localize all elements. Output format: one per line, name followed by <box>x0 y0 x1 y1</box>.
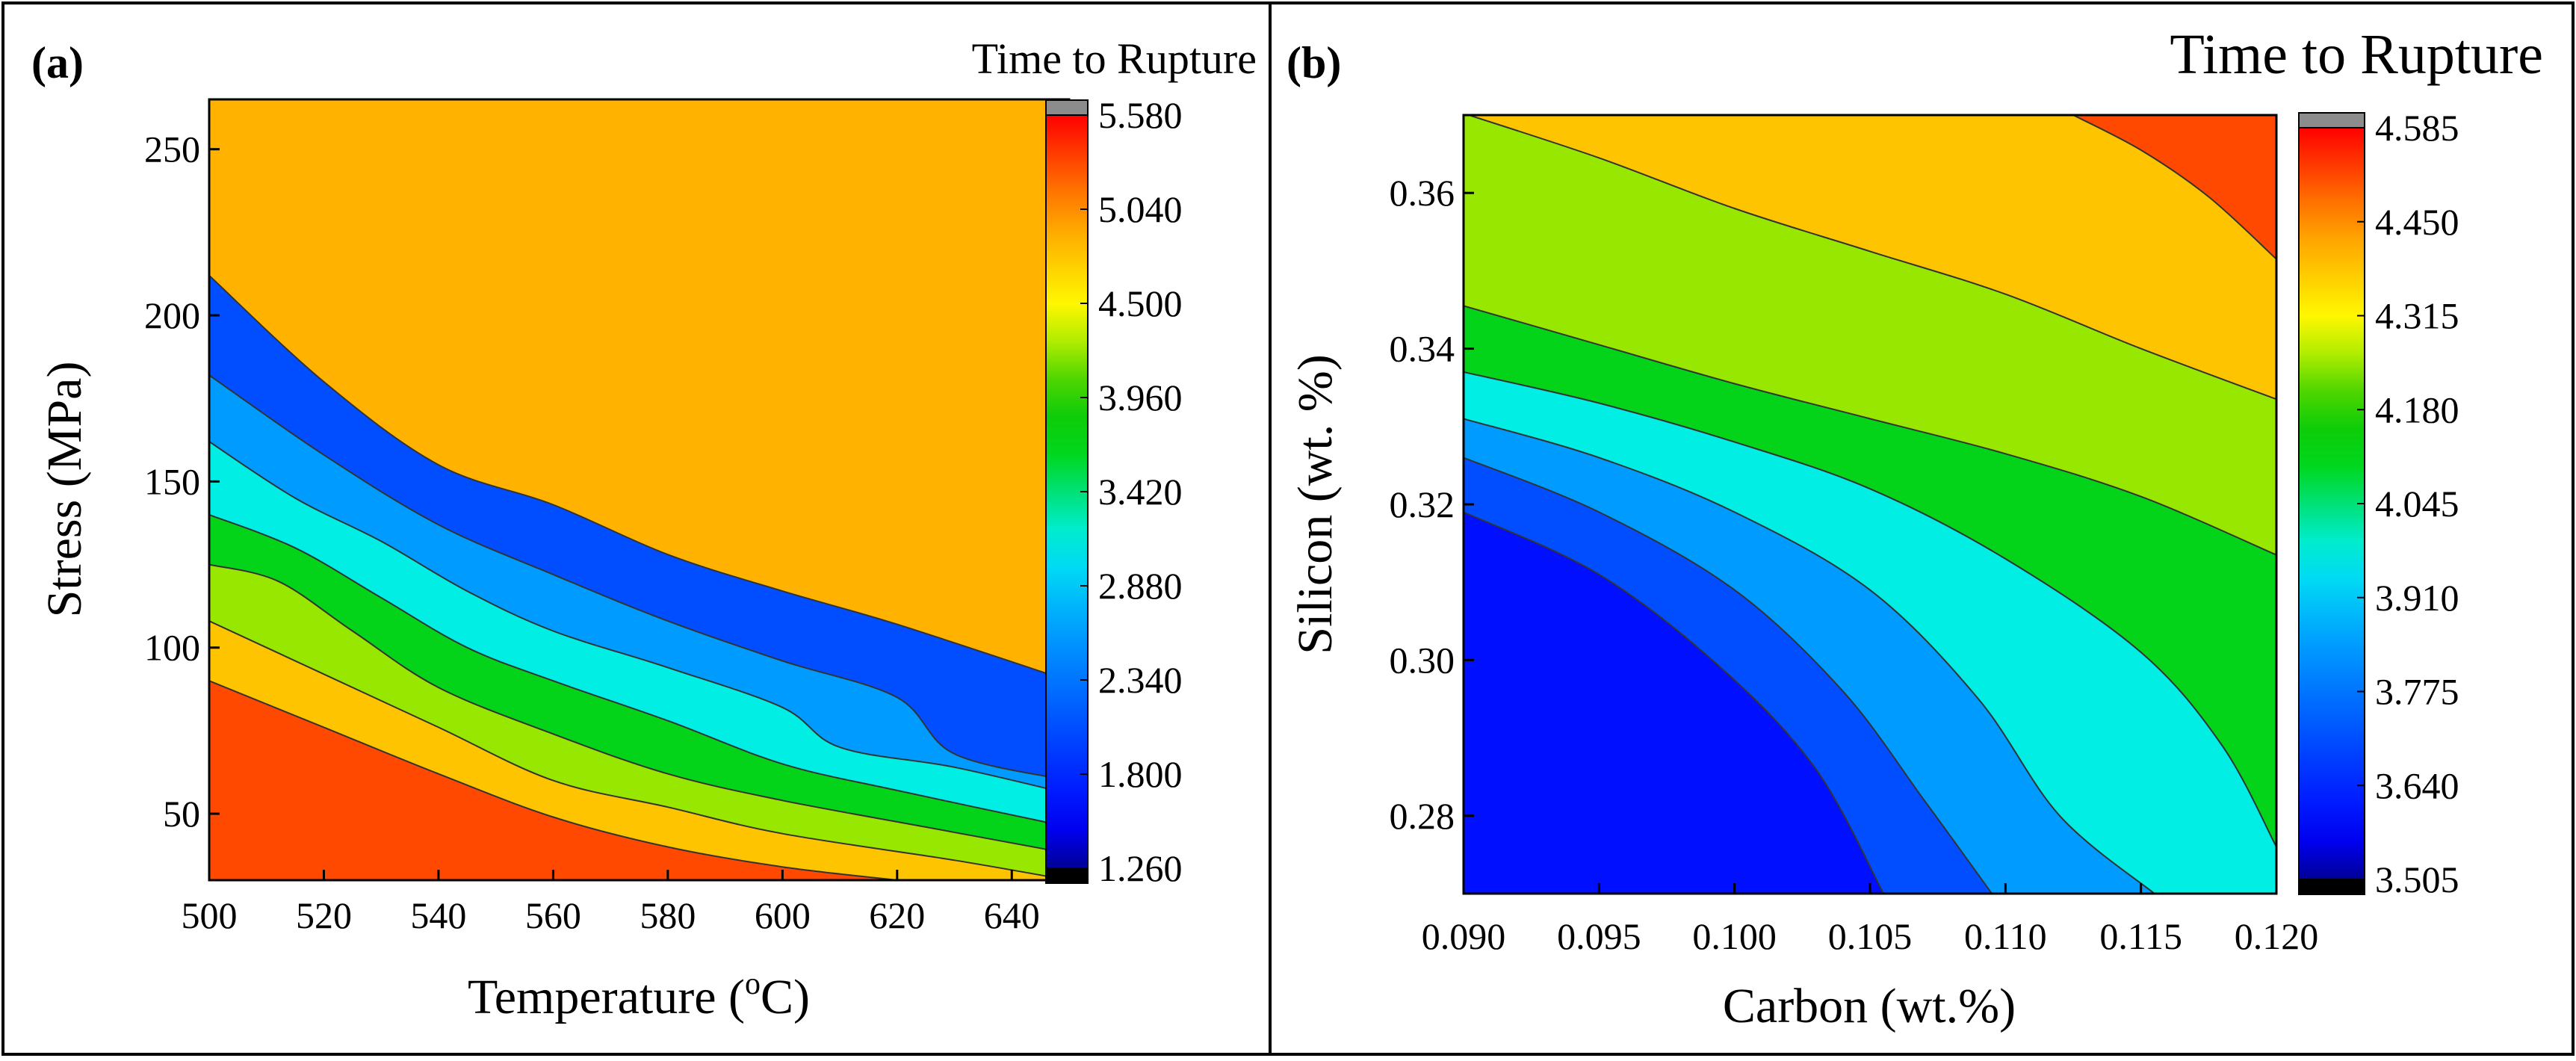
heat-band <box>1469 115 2276 400</box>
colorbar-tick-label: 3.640 <box>2375 764 2459 806</box>
contour-line <box>1464 418 2155 894</box>
colorbar-tick-label: 5.040 <box>1098 188 1183 230</box>
y-tick-label: 0.30 <box>1390 639 1455 681</box>
y-tick-label: 200 <box>144 294 200 336</box>
y-tick-label: 0.34 <box>1390 328 1455 370</box>
colorbar-tick-label: 4.450 <box>2375 201 2459 243</box>
panel-a-colorbar-under <box>1045 867 1089 884</box>
panel-a-y-axis-label: Stress (MPa) <box>37 362 92 618</box>
x-tick-label: 0.095 <box>1557 915 1641 957</box>
contour-line <box>209 513 1069 828</box>
x-tick-label: 560 <box>525 894 581 936</box>
colorbar-tick-label: 5.580 <box>1098 94 1183 136</box>
x-tick-label: 640 <box>984 894 1040 936</box>
y-tick-label: 0.28 <box>1390 795 1455 837</box>
y-tick-label: 0.32 <box>1390 483 1455 525</box>
x-tick-label: 520 <box>296 894 352 936</box>
heat-band <box>209 681 897 880</box>
contour-line <box>1464 371 2276 847</box>
x-tick-label: 0.120 <box>2235 915 2319 957</box>
x-tick-label: 0.090 <box>1422 915 1506 957</box>
panel-a-label: (a) <box>31 38 84 87</box>
colorbar-tick-label: 3.910 <box>2375 577 2459 619</box>
contour-line <box>1464 511 1884 894</box>
x-tick-label: 580 <box>640 894 696 936</box>
contour-line <box>209 274 1069 682</box>
contour-line <box>209 441 1069 795</box>
colorbar-tick-label: 3.775 <box>2375 671 2459 713</box>
panel-a: (a) Time to Rupture 500 520 540 560 580 600 62… <box>31 34 1257 1024</box>
panel-a-colorbar: 1.260 1.800 2.340 2.880 3.420 3.960 4.500 5.040… <box>1045 94 1183 889</box>
panel-b-heatmap <box>1464 115 2276 894</box>
x-tick-label: 500 <box>182 894 238 936</box>
panel-b-x-axis-label: Carbon (wt.%) <box>1723 979 2016 1033</box>
x-tick-label: 0.100 <box>1692 915 1777 957</box>
panel-a-heatmap <box>209 99 1069 880</box>
y-tick-label: 250 <box>144 129 200 170</box>
colorbar-tick-label: 4.180 <box>2375 389 2459 430</box>
colorbar-tick-label: 3.505 <box>2375 859 2459 900</box>
contour-line <box>209 563 1069 855</box>
x-tick-label: 0.115 <box>2099 915 2182 957</box>
panel-a-colorbar-over <box>1045 99 1089 116</box>
panel-a-x-axis-label: Temperature (oC) <box>468 967 810 1024</box>
contour-line <box>209 680 897 880</box>
x-tick-label: 620 <box>869 894 925 936</box>
colorbar-tick-label: 2.340 <box>1098 659 1183 701</box>
panel-b: (b) Time to Rupture 0.090 0.095 0.100 0.105… <box>1287 23 2543 1033</box>
contour-line <box>1464 305 2276 556</box>
colorbar-tick-label: 4.315 <box>2375 295 2459 337</box>
panel-b-colorbar-gradient <box>2298 127 2365 880</box>
colorbar-tick-label: 4.585 <box>2375 107 2459 149</box>
y-tick-label: 100 <box>144 627 200 669</box>
colorbar-tick-label: 2.880 <box>1098 565 1183 607</box>
panel-b-y-axis-label: Silicon (wt. %) <box>1288 354 1343 654</box>
colorbar-tick-label: 3.420 <box>1098 471 1183 513</box>
x-tick-label: 0.105 <box>1828 915 1913 957</box>
heat-band <box>2073 115 2276 259</box>
panel-b-colorbar: 3.505 3.640 3.775 3.910 4.045 4.180 4.315 4.450… <box>2298 107 2459 900</box>
colorbar-tick-label: 4.045 <box>2375 483 2459 525</box>
panel-a-axes: 500 520 540 560 580 600 620 640 50 100 150 200 250 <box>144 129 1040 936</box>
y-tick-label: 50 <box>163 793 200 835</box>
panel-b-colorbar-under <box>2298 879 2365 895</box>
panel-b-axes: 0.090 0.095 0.100 0.105 0.110 0.115 0.120 0.28 0… <box>1390 172 2319 957</box>
contour-line <box>1468 115 2276 400</box>
contour-line <box>2072 115 2276 260</box>
y-tick-label: 0.36 <box>1390 172 1455 214</box>
panel-b-contours <box>1464 115 2276 894</box>
colorbar-tick-label: 1.260 <box>1098 847 1183 889</box>
y-tick-label: 150 <box>144 460 200 502</box>
colorbar-tick-label: 3.960 <box>1098 377 1183 418</box>
x-tick-label: 540 <box>410 894 466 936</box>
colorbar-tick-label: 1.800 <box>1098 753 1183 795</box>
x-tick-label: 600 <box>755 894 811 936</box>
contour-line <box>209 374 1069 782</box>
panel-b-label: (b) <box>1287 38 1341 87</box>
panel-a-legend-title: Time to Rupture <box>972 34 1257 83</box>
x-tick-label: 0.110 <box>1964 915 2047 957</box>
contour-line <box>1464 457 1993 894</box>
colorbar-tick-label: 4.500 <box>1098 282 1183 324</box>
panel-b-legend-title: Time to Rupture <box>2170 23 2543 86</box>
panel-a-contours <box>209 274 1069 880</box>
contour-line <box>209 620 1069 880</box>
panel-b-colorbar-over <box>2298 112 2365 129</box>
